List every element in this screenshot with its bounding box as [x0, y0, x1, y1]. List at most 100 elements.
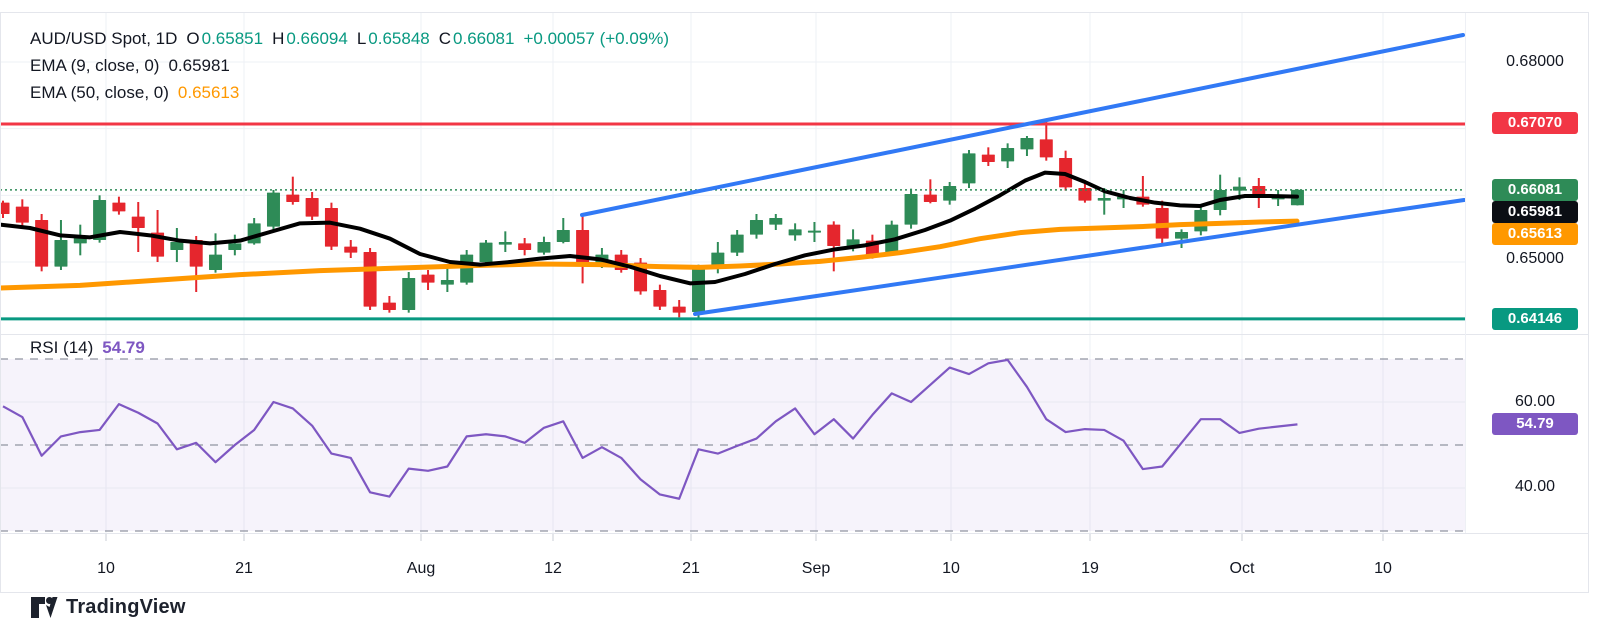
ohlc-high-key: H	[272, 28, 285, 48]
candle-body	[1078, 188, 1092, 201]
price-axis-badge: 0.67070	[1492, 112, 1578, 134]
rsi-line	[2, 358, 1298, 500]
change-value: +0.00057 (+0.09%)	[523, 28, 670, 48]
chart-bottom-border	[0, 592, 1589, 593]
tradingview-logo-text: TradingView	[66, 596, 186, 618]
candle-body	[1097, 198, 1111, 201]
price-axis-label: 60.00	[1514, 393, 1556, 410]
chart-left-border	[0, 12, 1, 593]
time-axis-label: 10	[942, 560, 960, 577]
candle-body	[93, 200, 107, 240]
candle-body	[672, 306, 686, 313]
candle-body	[730, 234, 744, 253]
candle-body	[769, 218, 783, 225]
price-axis-label: 0.65000	[1506, 250, 1564, 267]
candle-body	[556, 230, 570, 243]
candle-body	[846, 239, 860, 247]
time-axis-label: Aug	[406, 560, 436, 577]
ema9-label: EMA (9, close, 0)	[30, 55, 160, 75]
candle-body	[382, 302, 396, 311]
ohlc-open-value: 0.65851	[201, 28, 264, 48]
ema9-line	[0, 170, 1299, 286]
candle-body	[170, 242, 184, 251]
ohlc-close-value: 0.66081	[453, 28, 515, 48]
candle-body	[421, 274, 435, 283]
candle-body	[266, 192, 280, 227]
candle-body	[131, 216, 145, 228]
price-scale-border	[1465, 13, 1466, 533]
trendline	[693, 198, 1466, 316]
candle-body	[1039, 139, 1053, 158]
candle-body	[904, 194, 918, 225]
chart-top-border	[0, 12, 1589, 13]
tradingview-logo-icon	[31, 597, 58, 618]
candle-body	[981, 154, 995, 162]
candle-body	[1175, 232, 1189, 239]
candle-body	[15, 206, 29, 223]
candle-body	[363, 252, 377, 307]
candle-body	[1020, 138, 1034, 150]
candle-body	[827, 224, 841, 246]
candle-body	[344, 246, 358, 253]
candle-body	[189, 240, 203, 267]
candle-body	[228, 243, 242, 251]
time-axis-label: 10	[97, 560, 115, 577]
candle-body	[692, 268, 706, 312]
price-axis[interactable]	[1465, 12, 1589, 592]
symbol-legend-row[interactable]: AUD/USD Spot, 1D O 0.65851 H 0.66094 L 0…	[30, 25, 678, 52]
candle-body	[286, 194, 300, 202]
price-axis-label: 0.68000	[1506, 53, 1564, 70]
time-axis-divider	[0, 533, 1589, 534]
chart-right-border	[1588, 12, 1589, 593]
ema50-line	[0, 218, 1300, 291]
candle-body	[54, 240, 68, 267]
time-axis-label: Oct	[1229, 560, 1255, 577]
candle-body	[749, 220, 763, 235]
candle-body	[807, 230, 821, 233]
candle-body	[305, 198, 319, 217]
candle-body	[962, 153, 976, 184]
candle-body	[0, 202, 10, 214]
ema50-label: EMA (50, close, 0)	[30, 82, 169, 102]
ohlc-low-key: L	[356, 28, 367, 48]
candle-body	[324, 208, 338, 247]
time-axis-label: 21	[682, 560, 700, 577]
candle-body	[440, 280, 454, 285]
ohlc-open-key: O	[186, 28, 200, 48]
chart-legend: AUD/USD Spot, 1D O 0.65851 H 0.66094 L 0…	[30, 25, 678, 106]
candle-body	[576, 230, 590, 263]
price-axis-badge: 0.66081	[1492, 179, 1578, 201]
candle-body	[498, 242, 512, 245]
time-axis-label: Sep	[801, 560, 831, 577]
pane-divider	[0, 334, 1589, 335]
ema50-legend-row[interactable]: EMA (50, close, 0) 0.65613	[30, 79, 678, 106]
candle-body	[923, 194, 937, 202]
price-axis-badge: 0.65981	[1492, 201, 1578, 223]
price-axis-badge: 0.64146	[1492, 308, 1578, 330]
ema9-value: 0.65981	[168, 55, 230, 75]
candle-body	[653, 290, 667, 307]
price-axis-label: 40.00	[1514, 478, 1556, 495]
symbol-title: AUD/USD Spot, 1D	[30, 28, 178, 48]
trendline	[580, 33, 1465, 217]
time-axis-label: 19	[1081, 560, 1099, 577]
ema50-value: 0.65613	[177, 82, 240, 102]
time-axis-label: 21	[235, 560, 253, 577]
candle-body	[537, 242, 551, 253]
candle-body	[112, 202, 126, 212]
time-axis-label: 12	[544, 560, 562, 577]
ema9-legend-row[interactable]: EMA (9, close, 0) 0.65981	[30, 52, 678, 79]
ohlc-high-value: 0.66094	[286, 28, 348, 48]
candle-body	[402, 278, 416, 310]
candle-body	[479, 242, 493, 262]
rsi-legend-row[interactable]: RSI (14) 54.79	[30, 338, 154, 358]
price-axis-badge: 54.79	[1492, 413, 1578, 435]
ohlc-low-value: 0.65848	[368, 28, 430, 48]
rsi-pane[interactable]	[0, 334, 1465, 533]
tradingview-logo[interactable]: TradingView	[30, 596, 186, 619]
ohlc-close-key: C	[438, 28, 452, 48]
candle-body	[788, 229, 802, 236]
rsi-label: RSI (14)	[30, 338, 94, 357]
candle-body	[1001, 148, 1015, 162]
